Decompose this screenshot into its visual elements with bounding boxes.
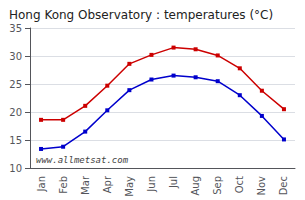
svg-text:Feb: Feb [58, 176, 69, 194]
svg-text:20: 20 [9, 107, 22, 118]
svg-text:25: 25 [9, 79, 22, 90]
svg-text:Dec: Dec [278, 176, 289, 195]
svg-text:Hong Kong Observatory : temper: Hong Kong Observatory : temperatures (°C… [9, 8, 273, 22]
svg-text:Jul: Jul [168, 176, 179, 189]
svg-text:Apr: Apr [102, 175, 113, 193]
svg-text:10: 10 [9, 163, 22, 174]
svg-text:30: 30 [9, 51, 22, 62]
svg-text:Aug: Aug [190, 176, 201, 196]
svg-text:Nov: Nov [256, 176, 267, 196]
svg-text:Oct: Oct [234, 176, 245, 193]
svg-text:Mar: Mar [80, 175, 91, 195]
svg-text:Jun: Jun [146, 176, 157, 193]
svg-text:May: May [124, 176, 135, 197]
svg-text:15: 15 [9, 135, 22, 146]
svg-text:35: 35 [9, 23, 22, 34]
svg-text:Jan: Jan [36, 176, 47, 192]
svg-text:Sep: Sep [212, 176, 223, 195]
svg-text:www.allmetsat.com: www.allmetsat.com [36, 155, 129, 165]
